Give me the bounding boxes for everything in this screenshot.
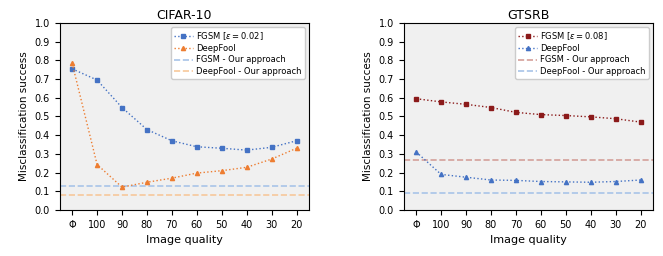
DeepFool - Our approach <box>412 192 420 195</box>
DeepFool <box>462 176 470 179</box>
X-axis label: Image quality: Image quality <box>490 235 567 245</box>
FGSM [$\varepsilon = 0.02$] <box>68 67 76 70</box>
FGSM [$\varepsilon = 0.08$] <box>462 103 470 106</box>
FGSM [$\varepsilon = 0.08$] <box>587 115 595 118</box>
DeepFool <box>612 180 620 183</box>
Title: GTSRB: GTSRB <box>507 9 550 22</box>
FGSM [$\varepsilon = 0.08$] <box>612 117 620 120</box>
DeepFool - Our approach <box>437 192 445 195</box>
DeepFool <box>512 179 520 182</box>
Line: DeepFool: DeepFool <box>70 61 298 189</box>
FGSM [$\varepsilon = 0.08$] <box>487 106 495 109</box>
FGSM [$\varepsilon = 0.08$] <box>412 97 420 100</box>
DeepFool <box>636 178 644 182</box>
FGSM [$\varepsilon = 0.08$] <box>537 113 545 116</box>
DeepFool <box>118 186 126 189</box>
DeepFool <box>487 178 495 182</box>
FGSM [$\varepsilon = 0.08$] <box>562 114 570 117</box>
Legend: FGSM [$\varepsilon = 0.08$], DeepFool, FGSM - Our approach, DeepFool - Our appro: FGSM [$\varepsilon = 0.08$], DeepFool, F… <box>515 27 649 79</box>
Legend: FGSM [$\varepsilon = 0.02$], DeepFool, FGSM - Our approach, DeepFool - Our appro: FGSM [$\varepsilon = 0.02$], DeepFool, F… <box>171 27 305 79</box>
FGSM - Our approach <box>68 184 76 187</box>
Y-axis label: Misclassification success: Misclassification success <box>19 52 29 181</box>
FGSM [$\varepsilon = 0.02$] <box>168 139 176 142</box>
DeepFool <box>143 181 151 184</box>
FGSM [$\varepsilon = 0.02$] <box>292 139 300 142</box>
DeepFool <box>437 173 445 176</box>
FGSM [$\varepsilon = 0.02$] <box>193 145 201 148</box>
DeepFool <box>587 181 595 184</box>
DeepFool <box>68 62 76 65</box>
Line: FGSM [$\varepsilon = 0.02$]: FGSM [$\varepsilon = 0.02$] <box>70 67 298 152</box>
DeepFool <box>562 180 570 183</box>
X-axis label: Image quality: Image quality <box>146 235 223 245</box>
DeepFool <box>268 157 276 161</box>
DeepFool <box>292 147 300 150</box>
FGSM [$\varepsilon = 0.08$] <box>512 111 520 114</box>
FGSM [$\varepsilon = 0.02$] <box>243 148 251 152</box>
FGSM [$\varepsilon = 0.02$] <box>217 147 225 150</box>
DeepFool - Our approach <box>68 193 76 196</box>
Y-axis label: Misclassification success: Misclassification success <box>363 52 373 181</box>
FGSM [$\varepsilon = 0.02$] <box>268 146 276 149</box>
DeepFool <box>412 151 420 154</box>
DeepFool <box>537 180 545 183</box>
FGSM - Our approach <box>412 159 420 162</box>
DeepFool <box>168 177 176 180</box>
FGSM [$\varepsilon = 0.02$] <box>93 79 101 82</box>
Line: FGSM [$\varepsilon = 0.08$]: FGSM [$\varepsilon = 0.08$] <box>414 97 642 124</box>
FGSM [$\varepsilon = 0.02$] <box>118 106 126 109</box>
DeepFool <box>93 163 101 166</box>
FGSM [$\varepsilon = 0.08$] <box>636 121 644 124</box>
FGSM - Our approach <box>437 159 445 162</box>
Line: DeepFool: DeepFool <box>414 150 642 184</box>
DeepFool <box>217 169 225 172</box>
DeepFool - Our approach <box>93 193 101 196</box>
DeepFool <box>243 166 251 169</box>
FGSM - Our approach <box>93 184 101 187</box>
FGSM [$\varepsilon = 0.02$] <box>143 128 151 131</box>
FGSM [$\varepsilon = 0.08$] <box>437 100 445 103</box>
Title: CIFAR-10: CIFAR-10 <box>156 9 212 22</box>
DeepFool <box>193 172 201 175</box>
